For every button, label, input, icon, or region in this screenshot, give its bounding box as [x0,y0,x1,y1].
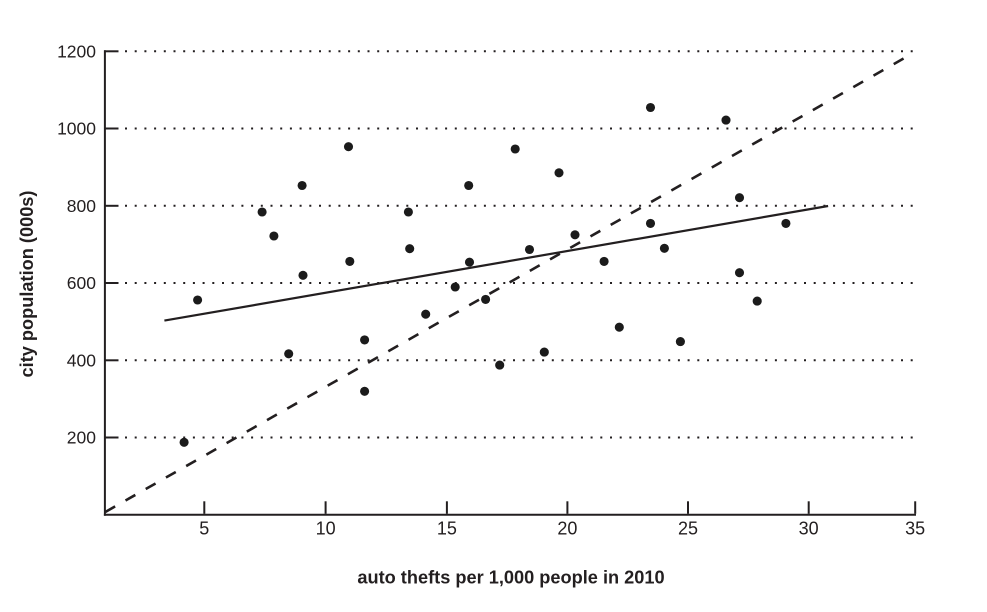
svg-text:35: 35 [905,519,925,539]
svg-text:city population (000s): city population (000s) [17,191,37,378]
svg-text:10: 10 [316,519,336,539]
svg-text:200: 200 [67,428,96,448]
svg-text:1000: 1000 [57,119,96,139]
svg-text:1200: 1200 [57,42,96,62]
svg-text:800: 800 [67,196,96,216]
svg-text:5: 5 [199,519,209,539]
svg-text:400: 400 [67,351,96,371]
svg-text:600: 600 [67,273,96,293]
svg-text:25: 25 [678,519,698,539]
svg-text:20: 20 [557,519,577,539]
svg-text:15: 15 [437,519,457,539]
svg-text:30: 30 [799,519,819,539]
svg-text:auto thefts per 1,000 people i: auto thefts per 1,000 people in 2010 [357,568,664,588]
